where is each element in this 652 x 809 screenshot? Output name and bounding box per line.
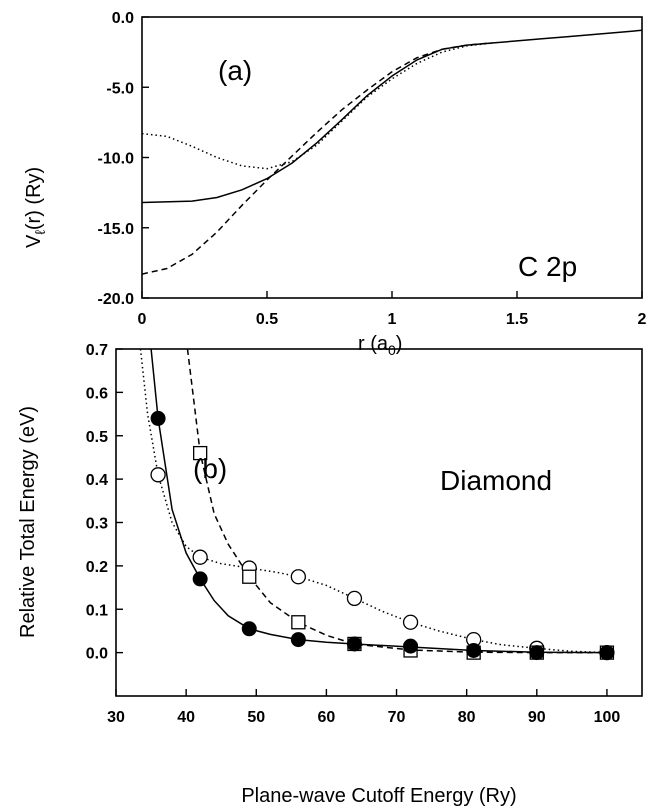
panel-b-point-filled-circle [466, 642, 482, 658]
panel-a-series-dotted [142, 42, 493, 170]
panel-b-ytick-label: 0.1 [86, 602, 108, 619]
panel-a-label: (a) [218, 55, 252, 86]
panel-b-point-open-circle [150, 467, 166, 483]
panel-b-point-open-circle [192, 549, 208, 565]
panel-b-plot-area [139, 349, 615, 661]
panel-b-point-filled-circle [192, 571, 208, 587]
panel-a-xtick-label: 1.5 [506, 311, 528, 328]
panel-b-point-open-circle [402, 614, 419, 630]
panel-a-xlabel-sub: 0 [388, 342, 396, 358]
panel-a-ylabel-sub: ℓ [32, 230, 48, 235]
panel-a-xtick-label: 0.5 [256, 311, 278, 328]
panel-b-point-filled-circle [529, 645, 545, 661]
panel-a-ytick-label: -5.0 [106, 80, 134, 97]
panel-b-ytick-label: 0.2 [86, 559, 108, 576]
panel-b-ytick-label: 0.4 [86, 472, 108, 489]
panel-a-ylabel: Vℓ(r) (Ry) [23, 167, 48, 248]
panel-a-xtick-label: 1 [388, 311, 397, 328]
panel-b-xtick-label: 30 [107, 709, 125, 726]
panel-b-xtick-label: 70 [388, 709, 406, 726]
panel-a-xtick-label: 0 [138, 311, 147, 328]
panel-b-xtick-label: 60 [318, 709, 336, 726]
panel-a-annotation: C 2p [518, 251, 577, 282]
panel-a-ytick-label: -15.0 [98, 221, 135, 238]
panel-b-curve-filled-circle [150, 349, 607, 654]
panel-b-axis-ticks: 30 40 50 60 70 80 90 100 0.0 0.1 0.2 0.3 0.4 0.5 0.6 0.… [86, 342, 621, 726]
panel-a: 0 0.5 1 1.5 2 0.0 -5.0 -10.0 -15.0 -20.0 (a) C 2p… [23, 10, 647, 358]
panel-b-point-filled-circle [403, 638, 419, 654]
panel-b-point-open-circle [290, 569, 306, 585]
panel-a-ylabel-end: (r) (Ry) [23, 167, 45, 230]
panel-b-point-filled-circle [241, 621, 257, 637]
panel-b-ytick-label: 0.7 [86, 342, 108, 359]
panel-b-point-filled-circle [346, 636, 362, 652]
panel-a-ytick-label: -10.0 [98, 151, 135, 168]
panel-b-label: (b) [193, 453, 227, 484]
panel-a-series-solid [142, 29, 642, 204]
panel-a-xlabel: r (a0) [358, 333, 402, 358]
panel-b-markers [150, 410, 615, 661]
panel-b-ylabel: Relative Total Energy (eV) [17, 406, 39, 638]
panel-b-ytick-label: 0.3 [86, 516, 108, 533]
panel-b-ytick-label: 0.5 [86, 429, 108, 446]
panel-b-xtick-label: 50 [247, 709, 265, 726]
panel-a-xlabel-end: ) [396, 333, 403, 355]
panel-b-point-filled-circle [150, 410, 166, 426]
panel-a-ylabel-main: V [23, 234, 45, 248]
panel-b-point-filled-circle [599, 645, 615, 661]
panel-b-curve-open-square [186, 349, 607, 654]
panel-b-point-open-square [291, 615, 306, 630]
panel-b-point-open-square [242, 569, 257, 584]
panel-b-point-open-circle [346, 590, 363, 607]
panel-b-frame [115, 348, 643, 697]
panel-b-annotation: Diamond [440, 465, 552, 496]
panel-a-axis-ticks: 0 0.5 1 1.5 2 0.0 -5.0 -10.0 -15.0 -20.0 [98, 10, 647, 328]
panel-b-point-filled-circle [290, 632, 306, 648]
panel-b-point-open-square [193, 445, 208, 461]
panel-a-plot-area [142, 29, 642, 275]
panel-b: 30 40 50 60 70 80 90 100 0.0 0.1 0.2 0.3 0.4 0.5 0.6 0.… [17, 342, 643, 807]
panel-a-ytick-label: 0.0 [112, 10, 134, 27]
panel-a-xlabel-main: r (a [358, 333, 389, 355]
panel-a-series-dashed [142, 42, 493, 275]
panel-b-xtick-label: 80 [458, 709, 476, 726]
panel-b-xtick-label: 90 [528, 709, 546, 726]
panel-b-curve-open-circle [139, 349, 607, 654]
panel-a-ytick-label: -20.0 [98, 291, 135, 308]
panel-b-xtick-label: 40 [177, 709, 195, 726]
panel-b-ytick-label: 0.6 [86, 385, 108, 402]
panel-a-xtick-label: 2 [638, 311, 647, 328]
panel-b-xlabel: Plane-wave Cutoff Energy (Ry) [241, 785, 516, 807]
panel-b-ytick-label: 0.0 [86, 646, 108, 663]
panel-b-xtick-label: 100 [594, 709, 621, 726]
